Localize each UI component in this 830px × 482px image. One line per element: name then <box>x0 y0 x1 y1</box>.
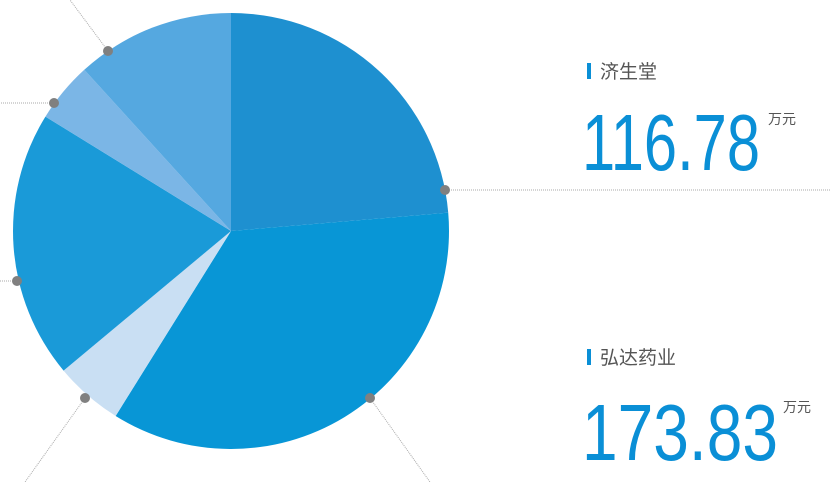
leader-dot <box>49 98 59 108</box>
pie-slice <box>63 231 232 416</box>
pie-slice <box>115 212 450 449</box>
pie-slice <box>231 13 449 231</box>
leader-dot <box>440 185 450 195</box>
leader-dot <box>80 393 90 403</box>
leader-dot <box>103 46 113 56</box>
label-marker <box>587 349 591 365</box>
pie-slice <box>84 13 231 231</box>
unit-label: 万元 <box>768 111 796 127</box>
category-label: 济生堂 <box>600 61 657 83</box>
leader-line <box>24 397 86 482</box>
leader-line <box>69 0 109 52</box>
label-marker <box>587 63 591 79</box>
leader-dot <box>365 393 375 403</box>
value-label: 116.78 <box>582 98 760 187</box>
leader-line <box>369 397 431 482</box>
pie <box>13 13 450 449</box>
pie-slice <box>45 69 232 231</box>
leader-dot <box>12 276 22 286</box>
pie-slice <box>13 116 232 371</box>
value-label: 173.83 <box>582 388 778 477</box>
unit-label: 万元 <box>783 399 811 415</box>
category-label: 弘达药业 <box>600 347 676 369</box>
